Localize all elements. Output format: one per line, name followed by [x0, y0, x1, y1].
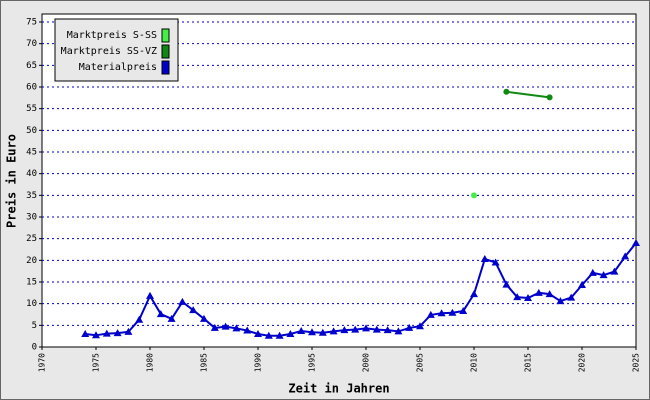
x-tick-label: 2000	[362, 353, 371, 372]
point	[232, 324, 241, 332]
x-tick-label: 1970	[38, 353, 47, 372]
point	[351, 325, 360, 333]
point	[146, 291, 154, 299]
point	[416, 322, 424, 330]
point	[610, 267, 619, 275]
point	[502, 280, 511, 288]
point	[426, 310, 435, 318]
y-axis-title: Preis in Euro	[5, 134, 19, 228]
point	[524, 294, 532, 302]
series-line	[506, 90, 550, 99]
point	[340, 326, 349, 334]
legend-label: Marktpreis SS-VZ	[61, 46, 157, 57]
series-line	[85, 242, 637, 337]
y-tick-label: 45	[26, 148, 37, 158]
point	[405, 323, 414, 331]
point	[470, 290, 478, 298]
point	[383, 326, 392, 334]
point	[124, 327, 133, 335]
point	[92, 331, 100, 339]
x-tick-label: 2025	[632, 353, 641, 372]
legend-box	[54, 18, 179, 82]
point	[632, 239, 640, 246]
point	[113, 329, 122, 337]
y-tick-label: 65	[26, 61, 37, 71]
point	[189, 306, 198, 314]
point	[243, 326, 252, 334]
point	[459, 307, 468, 315]
point	[297, 326, 306, 334]
point	[437, 309, 446, 317]
x-tick-label: 1980	[146, 353, 155, 372]
point	[178, 297, 187, 305]
point	[503, 88, 510, 95]
point	[372, 325, 381, 333]
point	[534, 288, 543, 296]
x-tick-label: 2005	[416, 353, 425, 372]
point	[448, 308, 457, 316]
x-axis-title: Zeit in Jahren	[288, 382, 389, 396]
point	[221, 322, 230, 330]
legend-swatch	[161, 60, 170, 75]
point	[471, 192, 477, 199]
point	[81, 330, 90, 337]
x-tick-label: 2010	[470, 353, 479, 372]
y-tick-label: 10	[26, 299, 37, 309]
point	[308, 328, 316, 336]
point	[254, 330, 262, 337]
y-tick-label: 20	[26, 256, 37, 266]
y-tick-label: 70	[26, 39, 37, 49]
y-tick-label: 40	[26, 169, 37, 179]
x-tick-label: 2015	[524, 353, 533, 372]
point	[567, 293, 576, 301]
point	[318, 328, 327, 336]
legend-swatch	[161, 28, 170, 43]
point	[545, 290, 554, 298]
point	[135, 315, 144, 323]
x-tick-label: 1985	[200, 353, 209, 372]
x-tick-label: 1995	[308, 353, 317, 372]
y-tick-label: 35	[26, 191, 37, 201]
point	[599, 271, 608, 279]
y-tick-label: 75	[26, 18, 37, 28]
point	[167, 314, 176, 322]
y-tick-label: 55	[26, 104, 37, 114]
y-tick-label: 0	[32, 343, 37, 353]
y-tick-label: 50	[26, 126, 37, 136]
point	[329, 327, 338, 335]
point	[621, 252, 630, 260]
point	[556, 297, 565, 305]
point	[210, 323, 219, 331]
point	[480, 255, 489, 263]
y-tick-label: 5	[32, 321, 37, 331]
point	[102, 329, 111, 337]
point	[264, 331, 273, 339]
legend-label: Materialpreis	[79, 62, 157, 73]
point	[546, 94, 553, 101]
y-tick-label: 25	[26, 234, 37, 244]
point	[513, 293, 522, 301]
point	[394, 327, 403, 335]
x-tick-label: 1990	[254, 353, 263, 372]
point	[275, 331, 284, 339]
legend-swatch	[161, 44, 170, 59]
point	[588, 268, 597, 276]
legend-label: Marktpreis S-SS	[67, 30, 157, 41]
point	[200, 314, 208, 322]
y-tick-label: 15	[26, 278, 37, 288]
point	[286, 330, 295, 337]
point	[156, 310, 165, 318]
point	[362, 324, 370, 332]
x-tick-label: 2020	[578, 353, 587, 372]
x-tick-label: 1975	[92, 353, 101, 372]
y-tick-label: 60	[26, 83, 37, 93]
point	[578, 281, 586, 289]
y-tick-label: 30	[26, 213, 37, 223]
point	[491, 258, 500, 266]
